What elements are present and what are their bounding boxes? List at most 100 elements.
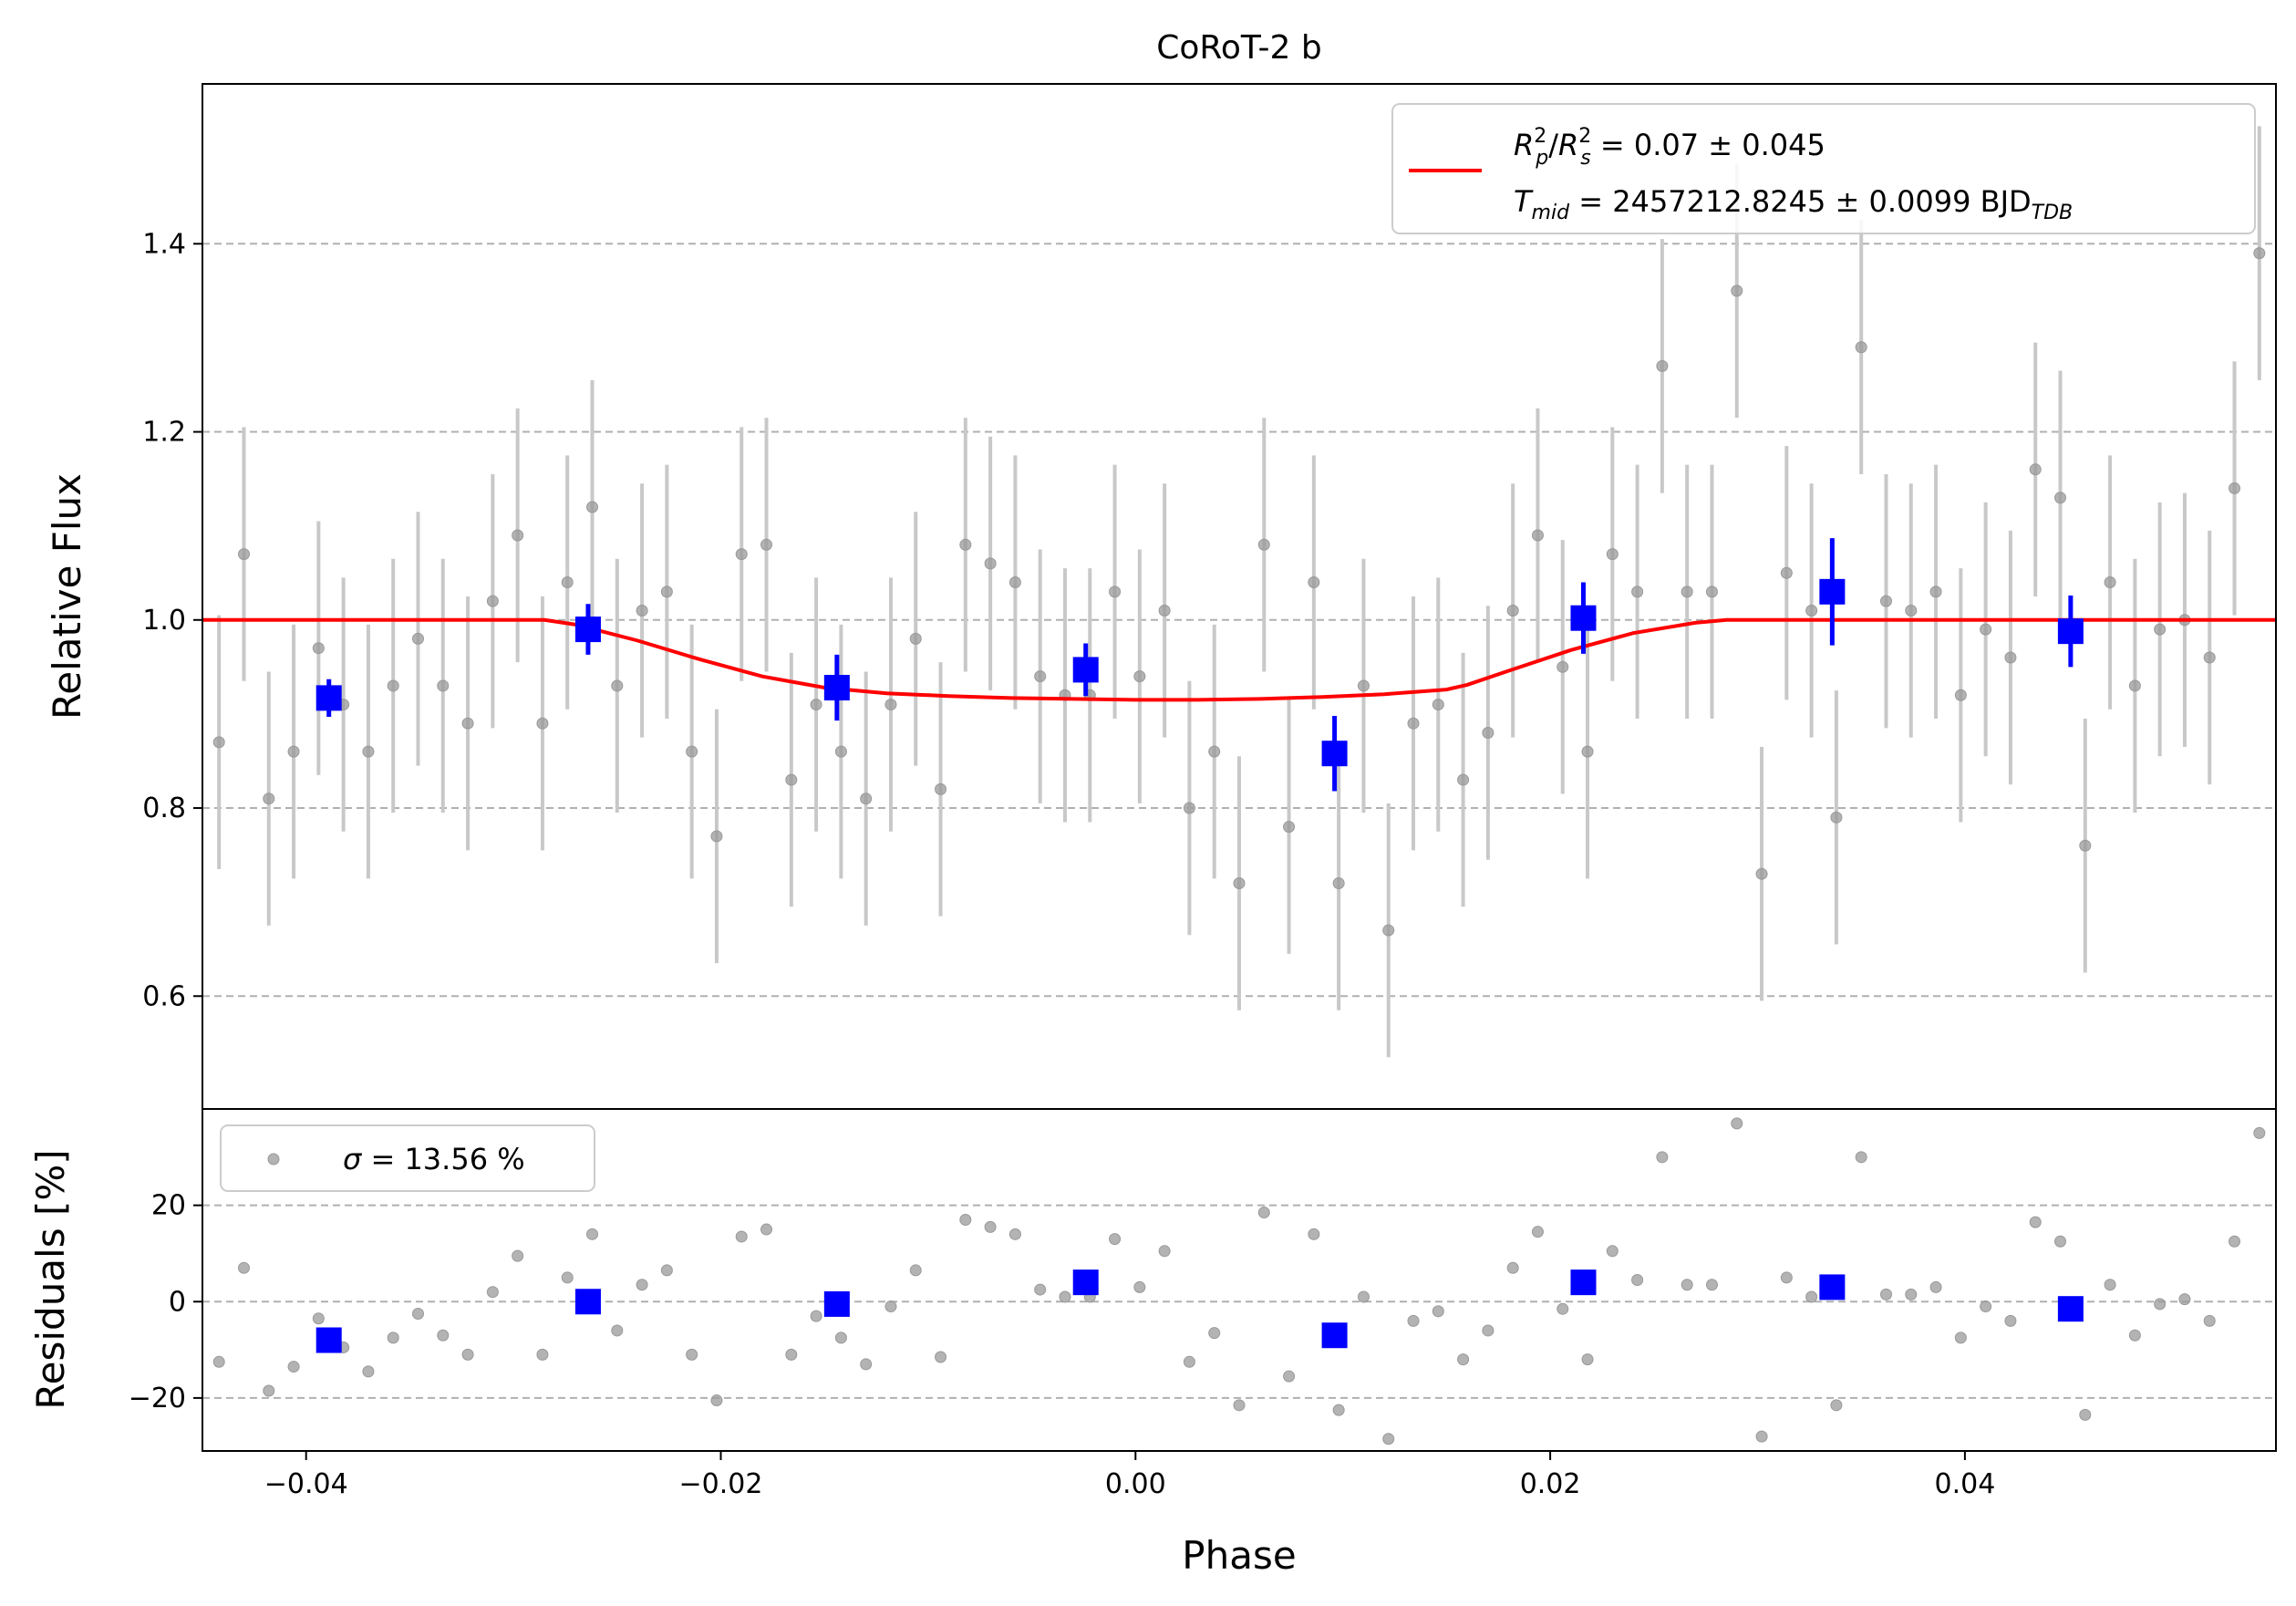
residual-data-point: [2154, 1298, 2167, 1311]
flux-data-point: [1332, 877, 1345, 890]
residual-data-point: [1208, 1327, 1221, 1340]
residual-data-point: [2253, 1126, 2266, 1139]
residual-data-point: [1332, 1404, 1345, 1416]
residual-data-point: [387, 1331, 399, 1344]
flux-data-point: [437, 679, 450, 692]
phase-x-axis-label: Phase: [1182, 1533, 1296, 1578]
residual-data-point: [1557, 1302, 1569, 1315]
residual-data-point: [660, 1264, 673, 1277]
residual-binned-point: [2057, 1296, 2084, 1322]
residual-data-point: [1407, 1314, 1420, 1327]
residual-data-point: [561, 1271, 574, 1284]
residual-data-point: [1482, 1324, 1494, 1337]
residual-data-points: [212, 1117, 2266, 1445]
flux-y-ticks: 0.6 0.8 1.0 1.2 1.4: [142, 228, 202, 1012]
residual-data-point: [1905, 1288, 1918, 1300]
residual-data-point: [2128, 1329, 2141, 1342]
flux-data-point: [1233, 877, 1246, 890]
residual-data-point: [1283, 1370, 1296, 1383]
phase-x-tick-label: 0.00: [1105, 1468, 1166, 1500]
flux-data-point: [2104, 576, 2116, 589]
residual-data-point: [834, 1331, 847, 1344]
flux-data-point: [2054, 492, 2067, 504]
residual-data-point: [536, 1348, 549, 1361]
flux-data-point: [1905, 604, 1918, 616]
residual-data-point: [1382, 1433, 1395, 1445]
residual-y-tick-label: −20: [129, 1383, 186, 1414]
residual-data-point: [586, 1228, 599, 1240]
residual-data-point: [1059, 1290, 1071, 1303]
residual-data-point: [2229, 1235, 2241, 1248]
flux-data-point: [2004, 651, 2017, 664]
residual-data-point: [1457, 1353, 1470, 1366]
chart-title: CoRoT-2 b: [1156, 29, 1321, 67]
flux-data-points: [189, 247, 2266, 937]
residual-data-point: [2203, 1314, 2216, 1327]
residual-data-point: [611, 1324, 624, 1337]
flux-data-point: [1606, 548, 1619, 561]
flux-data-point: [2029, 463, 2042, 476]
residual-y-ticks: −20 0 20: [129, 1190, 202, 1414]
flux-data-point: [1457, 773, 1470, 786]
flux-data-point: [1705, 585, 1718, 598]
flux-y-tick-label: 1.2: [142, 417, 186, 449]
residual-data-point: [437, 1329, 450, 1342]
flux-data-point: [1879, 595, 1892, 607]
flux-data-point: [760, 538, 773, 551]
flux-data-point: [1855, 341, 1867, 354]
flux-data-point: [1308, 576, 1320, 589]
flux-data-point: [1681, 585, 1693, 598]
residual-data-point: [1432, 1305, 1444, 1318]
flux-y-tick-label: 0.8: [142, 793, 186, 824]
flux-data-point: [1805, 604, 1818, 616]
flux-data-point: [935, 782, 947, 795]
flux-data-point: [1158, 604, 1171, 616]
phase-x-ticks: −0.04 −0.02 0.00 0.02 0.04: [264, 1451, 1995, 1500]
residual-binned-point: [315, 1327, 342, 1353]
residual-y-axis-label: Residuals [%]: [28, 1149, 73, 1409]
residual-binned-point: [1072, 1269, 1099, 1296]
flux-data-point: [287, 745, 300, 758]
residual-data-point: [2054, 1235, 2067, 1248]
residual-data-point: [860, 1358, 873, 1371]
flux-data-point: [735, 548, 748, 561]
flux-data-point: [1208, 745, 1221, 758]
flux-data-point: [2079, 839, 2092, 852]
residual-data-point: [1233, 1399, 1246, 1412]
residual-data-point: [760, 1223, 773, 1236]
residual-binned-point: [1321, 1322, 1348, 1349]
residual-legend-marker: [267, 1153, 280, 1166]
flux-data-point: [1656, 359, 1669, 372]
flux-data-point: [312, 642, 325, 655]
flux-data-point: [189, 699, 200, 710]
residual-binned-point: [823, 1290, 850, 1317]
flux-data-point: [686, 745, 698, 758]
residual-binned-point: [1819, 1274, 1846, 1300]
residual-data-point: [1357, 1290, 1370, 1303]
residual-data-point: [636, 1279, 648, 1291]
residual-data-point: [1034, 1283, 1047, 1296]
residual-data-point: [212, 1355, 225, 1368]
flux-data-point: [710, 830, 723, 843]
residual-legend-text: σ = 13.56 %: [343, 1142, 525, 1176]
binned-point: [1072, 657, 1099, 683]
flux-data-point: [212, 736, 225, 749]
residual-y-tick-label: 20: [151, 1190, 186, 1222]
binned-point: [1819, 578, 1846, 605]
flux-data-point: [536, 717, 549, 730]
residual-plot-frame: [202, 1108, 2277, 1452]
flux-data-point: [387, 679, 399, 692]
residual-binned-point: [574, 1289, 601, 1315]
residual-data-point: [1158, 1245, 1171, 1258]
flux-data-point: [1506, 604, 1519, 616]
flux-y-tick-label: 1.4: [142, 228, 186, 260]
flux-data-point: [411, 632, 424, 645]
flux-data-point: [1557, 660, 1569, 673]
flux-data-point: [512, 529, 524, 542]
flux-data-point: [959, 538, 972, 551]
residual-data-point: [2079, 1408, 2092, 1421]
residual-data-point: [1631, 1274, 1644, 1286]
residual-data-point: [461, 1348, 474, 1361]
residual-data-point: [1755, 1430, 1768, 1443]
residual-data-point: [1109, 1233, 1122, 1246]
